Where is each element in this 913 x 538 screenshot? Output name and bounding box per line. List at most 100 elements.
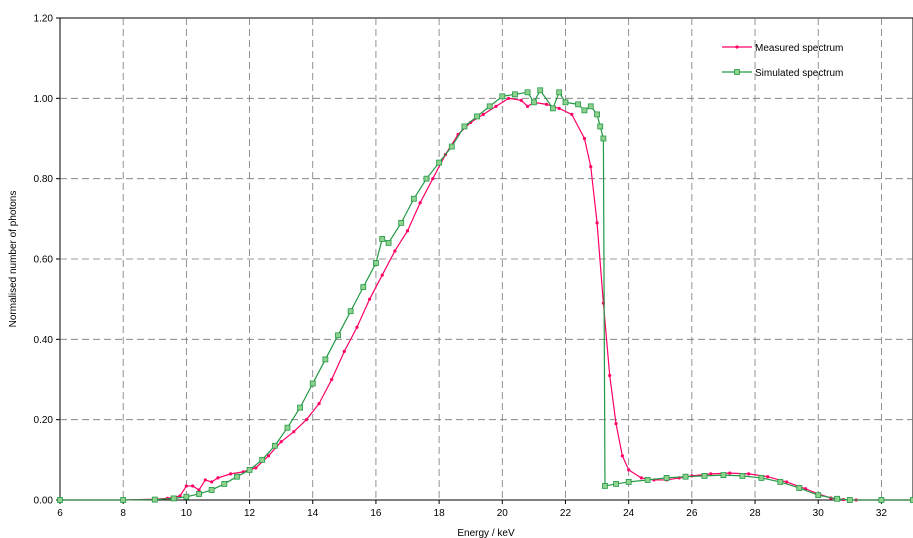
data-point-simulated: [360, 284, 367, 291]
data-point-simulated: [549, 105, 556, 112]
legend: Measured spectrum Simulated spectrum: [722, 43, 843, 79]
data-point-simulated: [910, 497, 913, 503]
data-point-measured: [210, 480, 214, 484]
data-point-simulated: [575, 101, 582, 108]
data-point-simulated: [183, 493, 190, 500]
x-tick-label: 22: [560, 508, 572, 519]
data-point-measured: [785, 480, 789, 484]
data-point-measured: [525, 104, 530, 108]
data-point-measured: [266, 454, 271, 458]
data-point-measured: [184, 484, 188, 488]
data-point-measured: [317, 402, 321, 406]
y-tick-label: 0.80: [34, 174, 54, 185]
data-point-simulated: [234, 473, 240, 480]
data-point-simulated: [587, 103, 594, 110]
y-axis-label: Normalised number of photons: [8, 191, 19, 328]
data-point-simulated: [474, 113, 480, 120]
data-point-simulated: [815, 492, 822, 499]
data-point-simulated: [347, 308, 354, 315]
data-point-simulated: [271, 442, 278, 449]
data-point-measured: [380, 273, 384, 277]
x-tick-label: 32: [876, 508, 888, 519]
x-tick-label: 26: [686, 508, 698, 519]
data-point-simulated: [834, 495, 841, 502]
data-point-simulated: [373, 260, 379, 266]
data-point-simulated: [410, 195, 417, 202]
legend-marker-simulated: [734, 69, 740, 75]
data-point-simulated: [499, 93, 506, 100]
x-tick-label: 18: [434, 508, 446, 519]
data-point-measured: [608, 373, 612, 378]
data-point-simulated: [796, 485, 803, 491]
data-point-measured: [304, 418, 309, 422]
y-tick-label: 0.60: [34, 255, 54, 266]
x-tick-label: 6: [57, 508, 63, 519]
data-point-simulated: [423, 175, 430, 182]
data-point-simulated: [530, 99, 537, 106]
y-tick-labels: 0.00 0.20 0.40 0.60 0.80 1.00 1.20: [34, 14, 60, 507]
data-point-simulated: [335, 332, 341, 339]
data-point-simulated: [682, 473, 689, 480]
x-tick-label: 20: [497, 508, 509, 519]
x-tick-label: 12: [244, 508, 256, 519]
data-point-measured: [431, 177, 435, 181]
data-point-simulated: [259, 456, 266, 463]
legend-label-measured: Measured spectrum: [755, 43, 843, 54]
data-point-simulated: [613, 481, 619, 487]
data-point-simulated: [221, 481, 228, 487]
data-point-simulated: [597, 123, 604, 130]
data-point-simulated: [644, 477, 651, 483]
data-point-simulated: [739, 472, 746, 479]
data-point-simulated: [246, 466, 253, 473]
data-point-measured: [481, 112, 485, 116]
y-tick-label: 1.20: [34, 14, 54, 25]
data-point-simulated: [151, 496, 158, 503]
data-point-measured: [203, 478, 207, 482]
data-point-measured: [355, 325, 359, 329]
data-point-measured: [627, 468, 631, 472]
data-point-simulated: [524, 89, 531, 96]
data-point-simulated: [878, 497, 885, 503]
y-tick-label: 1.00: [34, 94, 54, 105]
x-tick-label: 8: [120, 508, 126, 519]
x-tick-label: 24: [623, 508, 635, 519]
data-point-measured: [582, 136, 587, 141]
data-point-measured: [620, 454, 624, 458]
data-point-simulated: [758, 475, 765, 481]
x-tick-label: 14: [307, 508, 319, 519]
data-point-simulated: [777, 479, 784, 485]
data-point-simulated: [594, 111, 600, 118]
data-point-simulated: [284, 424, 291, 431]
data-point-simulated: [120, 497, 127, 503]
data-point-simulated: [385, 240, 392, 246]
data-point-simulated: [663, 475, 670, 481]
data-point-measured: [639, 476, 643, 480]
data-point-measured: [254, 466, 258, 470]
data-point-measured: [405, 229, 410, 233]
x-tick-label: 10: [181, 508, 193, 519]
data-point-measured: [342, 349, 346, 353]
data-point-measured: [766, 475, 770, 479]
data-point-measured: [418, 201, 422, 205]
data-point-measured: [229, 472, 233, 476]
data-point-simulated: [486, 103, 493, 110]
data-point-simulated: [448, 143, 455, 150]
data-point-simulated: [208, 487, 215, 493]
x-tick-label: 30: [813, 508, 825, 519]
data-point-measured: [178, 494, 182, 498]
data-point-measured: [544, 102, 549, 106]
data-point-simulated: [170, 495, 177, 502]
data-point-simulated: [846, 497, 853, 503]
data-point-measured: [589, 165, 593, 169]
legend-marker-measured: [735, 45, 739, 49]
data-point-measured: [557, 106, 561, 110]
y-tick-label: 0.00: [34, 496, 54, 507]
x-axis-label: Energy / keV: [457, 528, 515, 538]
data-point-measured: [570, 112, 574, 116]
data-point-simulated: [537, 87, 544, 94]
data-point-simulated: [600, 135, 607, 142]
x-tick-labels: 6 8 10 12 14 16 18 20 22 24 26 28 30 32: [57, 500, 887, 519]
data-point-measured: [747, 472, 751, 476]
y-tick-label: 0.40: [34, 335, 54, 346]
